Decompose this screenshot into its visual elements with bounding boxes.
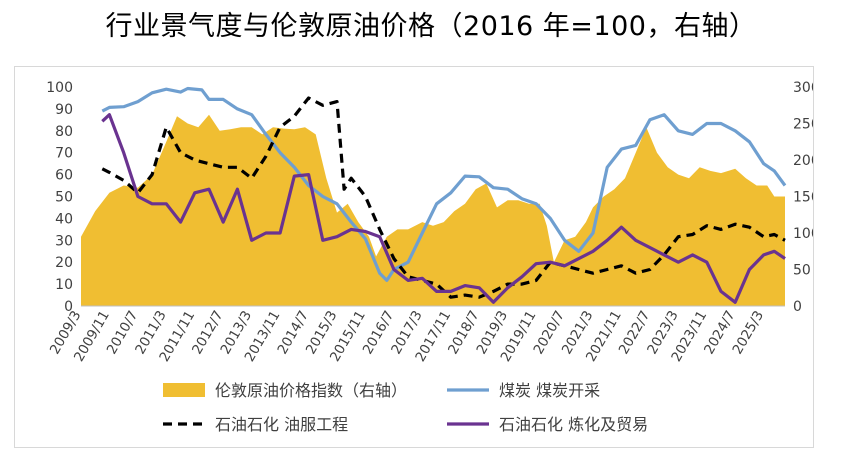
y-left-tick-label: 100 — [46, 80, 73, 96]
legend-label: 伦敦原油价格指数（右轴） — [215, 381, 407, 400]
legend-label: 石油石化 油服工程 — [215, 415, 348, 434]
y-left-tick-label: 30 — [55, 233, 73, 249]
y-right-tick-label: 250 — [793, 117, 813, 133]
y-left-tick-label: 40 — [55, 211, 73, 227]
y-right-tick-label: 100 — [793, 226, 813, 242]
series-line-3 — [101, 113, 786, 304]
chart-svg: 0 10 20 30 40 50 60 70 80 90 100 0 50 100 150 200 250 300… — [46, 80, 819, 434]
y-left-tick-label: 60 — [55, 168, 73, 184]
y-right-tick-label: 0 — [793, 299, 802, 315]
series-line-1 — [101, 86, 787, 282]
chart-frame: 0 10 20 30 40 50 60 70 80 90 100 0 50 100 150 200 250 300… — [14, 66, 820, 448]
legend-swatch-area — [163, 383, 205, 397]
y-right-tick-label: 150 — [793, 190, 813, 206]
y-right-tick-label: 200 — [793, 153, 813, 169]
legend-label: 石油石化 炼化及贸易 — [499, 415, 648, 434]
y-left-tick-label: 70 — [55, 146, 73, 162]
y-left-tick-label: 90 — [55, 102, 73, 118]
legend-label: 煤炭 煤炭开采 — [499, 381, 600, 400]
y-left-tick-label: 10 — [55, 277, 73, 293]
series-line-2 — [101, 96, 786, 299]
y-left-tick-label: 0 — [64, 299, 73, 315]
y-left-tick-label: 50 — [55, 190, 73, 206]
y-left-tick-label: 20 — [55, 255, 73, 271]
y-right-tick-label: 50 — [793, 263, 811, 279]
chart-title: 行业景气度与伦敦原油价格（2016 年=100，右轴） — [105, 11, 757, 42]
series-area-brent-index — [81, 114, 785, 306]
y-right-tick-label: 300 — [793, 80, 813, 96]
y-left-tick-label: 80 — [55, 124, 73, 140]
